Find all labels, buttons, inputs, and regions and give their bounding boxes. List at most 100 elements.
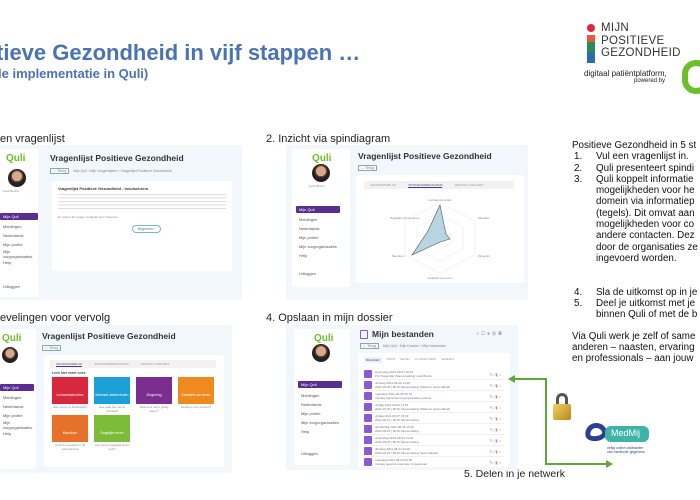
nav-mijn-profiel[interactable]: Mijn profiel xyxy=(3,242,23,247)
file-row[interactable]: woensdag 2021-09-07 10:24 PG Vragenlijst … xyxy=(364,369,504,380)
tiles-heading: Lees hier meer over: xyxy=(52,371,87,375)
tile-caption: Hoe gaat het met je mentaal? xyxy=(94,405,130,413)
nav-mijn-profiel[interactable]: Mijn profiel xyxy=(299,235,319,240)
nav-mijn-profiel[interactable]: Mijn profiel xyxy=(3,413,23,418)
quli-brand: Quli xyxy=(6,153,26,164)
svg-text:Zingeving: Zingeving xyxy=(478,254,490,258)
file-tab[interactable]: ACTIEVE ITEMS xyxy=(414,357,436,361)
step-5-label: 5. Delen in je netwerk xyxy=(464,468,565,480)
questionnaire-title: Vragenlijst Positieve Gezondheid xyxy=(358,151,492,161)
start-button[interactable]: Beginnen › xyxy=(132,225,161,233)
file-row[interactable]: dinsdag 2021-08-24 10:04 2021-08-24 | MIJ… xyxy=(364,446,504,457)
file-row[interactable]: donderdag 2021-08-26 16:40 2021-08-26 | M… xyxy=(364,424,504,435)
step-3-label: evelingen voor vervolg xyxy=(0,312,111,324)
intro-card: Vragenlijst Positieve Gezondheid - Invul… xyxy=(52,181,232,271)
tile-meedoen[interactable]: Meedoen xyxy=(52,415,88,442)
tab-info[interactable]: INFORMATIEBLOK xyxy=(56,361,83,367)
back-button[interactable]: ← Terug xyxy=(50,168,70,174)
nav-meldingen[interactable]: Meldingen xyxy=(3,224,22,229)
svg-text:Kwaliteit van leven: Kwaliteit van leven xyxy=(428,276,453,280)
nav-mijn-quli[interactable]: Mijn Quli xyxy=(298,381,342,388)
sidebar: Quli Mijn Quli Meldingen Nederlands Mijn… xyxy=(0,329,36,469)
file-tab[interactable]: DELEN xyxy=(400,357,410,361)
tile-dagelijks-leven[interactable]: Dagelijks leven xyxy=(94,415,130,442)
nav-zorgorganisaties[interactable]: Mijn zorgorganisaties xyxy=(3,419,33,430)
nav-zorgorganisaties[interactable]: Mijn zorgorganisaties xyxy=(301,420,339,425)
nav-nederlands[interactable]: Nederlands xyxy=(299,226,320,231)
tile-zingeving[interactable]: Zingeving xyxy=(136,377,172,404)
tile-caption: Geniet je van je leven? xyxy=(178,405,214,409)
steps-list: 1. Vul een vragenlijst in. 2. Quli present… xyxy=(572,151,700,320)
svg-text:Mentaal welbevinden: Mentaal welbevinden xyxy=(478,216,490,220)
nav-nederlands[interactable]: Nederlands xyxy=(3,233,24,238)
arrow-line xyxy=(545,378,547,464)
file-row[interactable]: vrijdag 2021-08-27 15:03 2021-08-27 | MIJ… xyxy=(364,413,504,424)
nav-meldingen[interactable]: Meldingen xyxy=(3,395,22,400)
breadcrumb: ← Terug xyxy=(42,345,65,351)
tile-lichaamsfuncties[interactable]: Lichaamsfuncties xyxy=(52,377,88,404)
nav-help[interactable]: Help xyxy=(301,429,310,434)
tab-bar: INFORMATIEBLOK SPINNENWEBDIAGRAM VERVOLG… xyxy=(364,181,514,189)
files-title: Mijn bestanden xyxy=(372,329,434,339)
breadcrumb: ← Terug Mijn Quli › Mijn Dossier › Mijn b… xyxy=(360,343,446,349)
nav-mijn-quli[interactable]: Mijn Quli xyxy=(0,384,34,391)
card-note: Er volgen 32 vragen verdeeld over 6 them… xyxy=(58,215,119,219)
medmij-brand: MedMij xyxy=(605,426,649,442)
tiles-card: INFORMATIEBLOK SPINNENWEBDIAGRAM VERVOLG… xyxy=(44,355,224,467)
nav-zorgorganisaties[interactable]: Mijn zorgorganisaties xyxy=(299,244,337,249)
back-button[interactable]: ← Terug xyxy=(358,165,378,171)
step-item: 2. Quli presenteert spindi xyxy=(574,162,695,174)
nav-help[interactable]: Help xyxy=(3,431,12,436)
page-subtitle: le implementatie in Quli) xyxy=(0,66,149,81)
file-row[interactable]: woensdag 2021-08-25 13:22 2021-08-25 | MI… xyxy=(364,435,504,446)
tab-spider[interactable]: SPINNENWEBDIAGRAM xyxy=(408,182,443,188)
tile-caption: Waarvoor wil je graag leven? xyxy=(136,405,172,413)
logo-line-2: POSITIEVE xyxy=(601,34,665,47)
file-tabs: BIJLAGEN INBOX DELEN ACTIEVE ITEMS GEDEE… xyxy=(364,357,454,363)
file-row[interactable]: maandag 2021-08-23 09:30 Verslag gesprek … xyxy=(364,457,504,468)
medmij-tagline: veilig online uitwisselen xyxy=(607,446,644,450)
file-row[interactable]: maandag 2021-09-05 09:12 Verslag regional… xyxy=(364,391,504,402)
spider-card: INFORMATIEBLOK SPINNENWEBDIAGRAM VERVOLG… xyxy=(356,175,524,283)
tab-vervolg[interactable]: VERVOLG PROJECT xyxy=(454,183,484,187)
nav-mijn-quli[interactable]: Mijn Quli xyxy=(0,213,38,220)
avatar xyxy=(312,344,330,362)
nav-logout[interactable]: Uitloggen xyxy=(299,271,316,276)
nav-meldingen[interactable]: Meldingen xyxy=(299,217,318,222)
file-row[interactable]: vrijdag 2021-09-02 11:45 2021-09-02 | MIJ… xyxy=(364,402,504,413)
nav-nederlands[interactable]: Nederlands xyxy=(3,404,24,409)
nav-mijn-quli[interactable]: Mijn Quli xyxy=(296,206,340,213)
file-tab[interactable]: BIJLAGEN xyxy=(364,357,382,363)
nav-mijn-profiel[interactable]: Mijn profiel xyxy=(301,411,321,416)
tab-spider[interactable]: SPINNENWEBDIAGRAM xyxy=(94,362,129,366)
lock-icon xyxy=(553,393,571,421)
nav-logout[interactable]: Uitloggen xyxy=(3,284,20,289)
nav-meldingen[interactable]: Meldingen xyxy=(301,393,320,398)
file-tab[interactable]: INBOX xyxy=(386,357,396,361)
right-panel: Positieve Gezondheid in 5 st 1. Vul een v… xyxy=(572,140,700,365)
tile-kwaliteit-van-leven[interactable]: Kwaliteit van leven xyxy=(178,377,214,404)
nav-nederlands[interactable]: Nederlands xyxy=(301,402,322,407)
quli-brand: Quli xyxy=(312,153,332,164)
nav-zorgorganisaties[interactable]: Mijn zorgorganisaties xyxy=(3,248,33,259)
spider-diagram: Lichaamsfuncties Mentaal welbevinden Zin… xyxy=(390,198,490,280)
logo-i-icon xyxy=(586,24,596,63)
questionnaire-title: Vragenlijst Positieve Gezondheid xyxy=(42,331,176,341)
mijn-positieve-gezondheid-logo: MIJN POSITIEVE GEZONDHEID digitaal patië… xyxy=(584,22,700,84)
tile-mentaal-welbevinden[interactable]: Mentaal welbevinden xyxy=(94,377,130,404)
back-button[interactable]: ← Terug xyxy=(42,345,62,351)
toolbar-icons[interactable]: ⌕▢●⚙◉ xyxy=(476,331,504,337)
tab-info[interactable]: INFORMATIEBLOK xyxy=(370,183,397,187)
back-button[interactable]: ← Terug xyxy=(360,343,380,349)
logo-tagline: digitaal patiëntplatform, xyxy=(584,69,667,78)
page-title: tieve Gezondheid in vijf stappen … xyxy=(0,40,361,65)
file-tab[interactable]: GEDEELD xyxy=(440,357,455,361)
nav-help[interactable]: Help xyxy=(3,260,12,265)
nav-help[interactable]: Help xyxy=(299,253,308,258)
sidebar: Quli Luuk Bruins Mijn Quli Meldingen Ned… xyxy=(0,149,38,297)
file-row[interactable]: dinsdag 2021-09-06 14:26 2021-09-06 | MIJ… xyxy=(364,380,504,391)
nav-logout[interactable]: Uitloggen xyxy=(301,451,318,456)
step-item: 4. Sla de uitkomst op in je xyxy=(574,286,698,298)
logo-line-1: MIJN xyxy=(601,22,630,34)
tab-vervolg[interactable]: VERVOLG PROJECT xyxy=(140,362,170,366)
